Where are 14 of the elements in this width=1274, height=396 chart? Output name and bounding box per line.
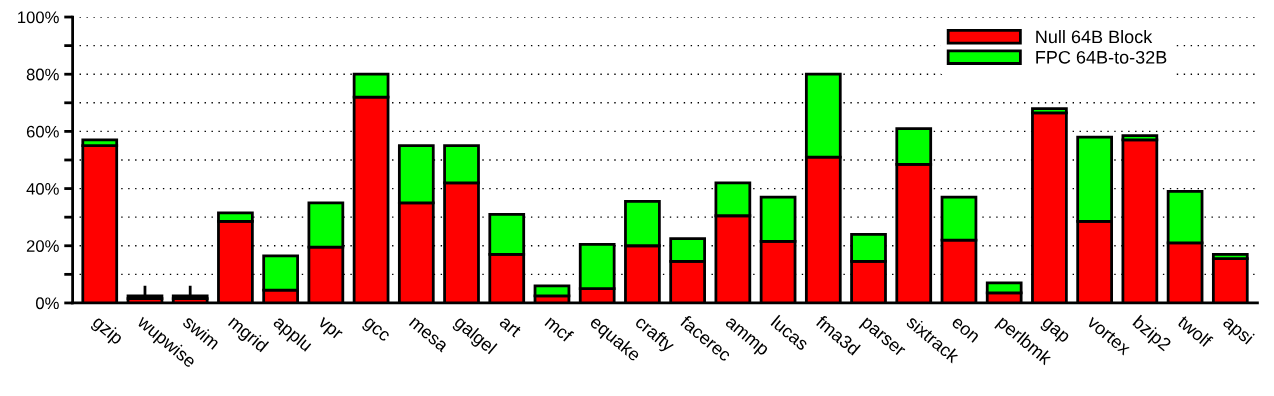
x-tick-label: gzip — [89, 314, 125, 348]
legend-label: FPC 64B-to-32B — [1036, 50, 1167, 64]
y-tick-label: 80% — [26, 68, 59, 81]
y-tick-label: 100% — [18, 11, 59, 24]
x-tick-label: gcc — [360, 317, 391, 345]
y-tick-label: 60% — [26, 125, 59, 138]
y-tick-label: 0% — [35, 297, 59, 310]
x-tick-label: apsi — [1220, 314, 1255, 348]
x-tick-label: vpr — [315, 316, 343, 343]
y-tick-label: 20% — [26, 240, 59, 252]
x-tick-label: art — [498, 315, 522, 338]
x-tick-label: mcf — [544, 314, 575, 343]
y-tick-label: 40% — [26, 182, 59, 195]
legend-label: Null 64B Block — [1036, 29, 1153, 44]
